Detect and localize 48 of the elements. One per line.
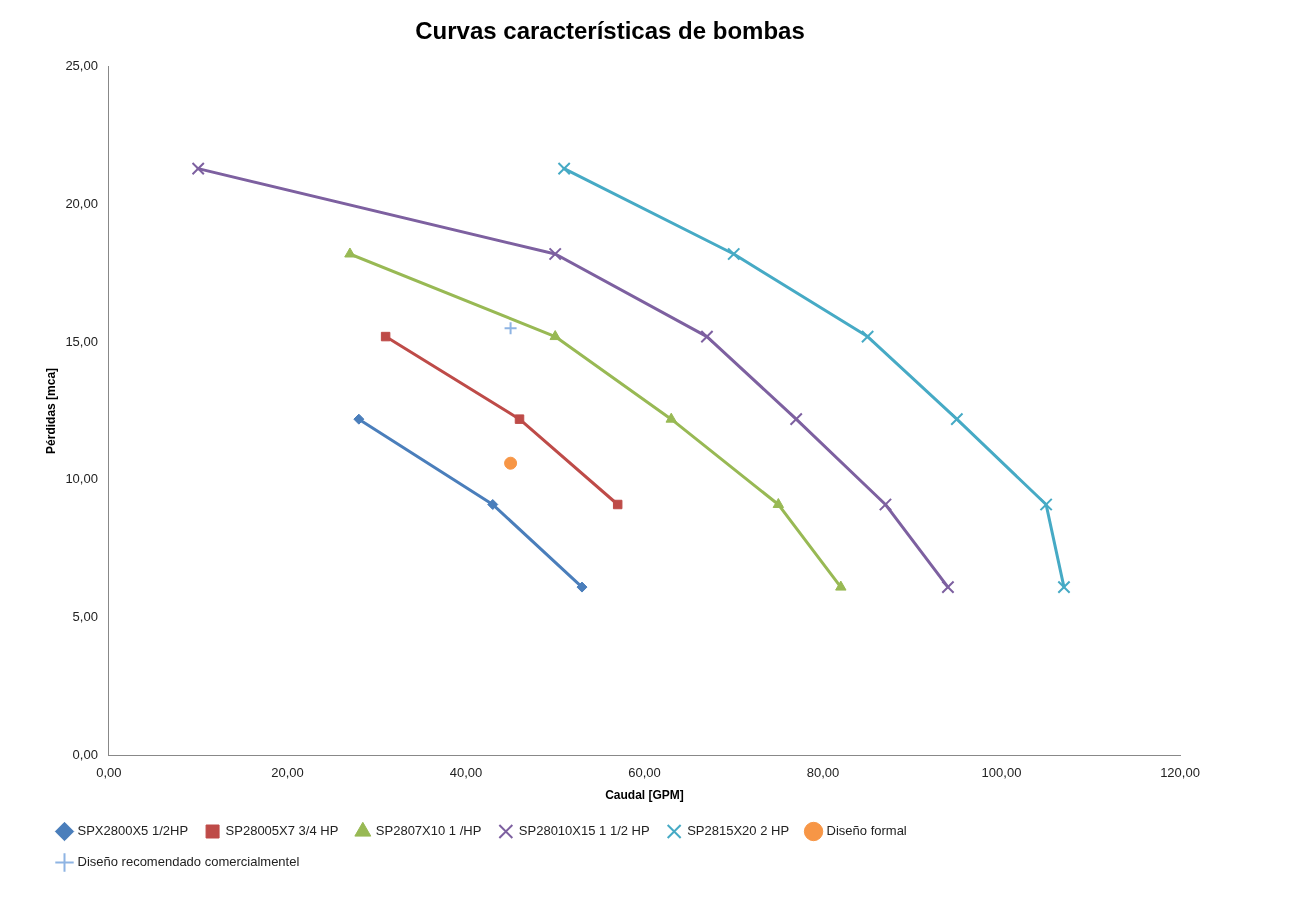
point [727,247,741,261]
legend-label: SP2815X20 2 HP [687,823,790,839]
point [772,498,785,508]
x-tick-label: 100,00 [981,765,1022,781]
point [878,497,893,512]
chart-title: Curvas características de bombas [415,17,805,45]
point [576,581,588,593]
point [344,247,356,258]
legend-label: SP28005X7 3/4 HP [225,823,339,839]
point [860,329,875,344]
point [941,580,955,594]
point [1039,497,1053,512]
point [789,412,803,426]
x-tick-label: 20,00 [271,765,304,781]
point [700,329,714,344]
x-tick-label: 40,00 [449,765,483,781]
y-tick-label: 5,00 [72,608,98,624]
y-tick-label: 15,00 [65,333,98,349]
point [612,499,623,510]
point [514,414,525,424]
point [549,330,561,341]
point [1057,580,1071,594]
point [665,412,677,423]
x-tick-label: 80,00 [806,765,840,781]
point [557,162,571,176]
legend-label: SP2807X10 1 /HP [375,823,482,839]
point [504,456,518,470]
y-tick-label: 10,00 [65,471,98,487]
point [380,331,391,342]
y-tick-label: 0,00 [72,746,98,762]
x-tick-label: 60,00 [628,765,661,781]
point [835,580,847,591]
y-axis-title: Pérdidas [mca] [43,367,58,454]
point [487,499,499,510]
legend-label: SP28010X15 1 1/2 HP [518,823,650,839]
point [548,247,562,261]
point [503,321,518,336]
point [353,413,365,425]
y-tick-label: 20,00 [65,196,98,212]
x-axis-title: Caudal [GPM] [605,788,684,803]
point [950,412,964,426]
x-tick-label: 120,00 [1160,765,1200,781]
y-tick-label: 25,00 [65,58,98,74]
legend-label: Diseño formal [826,823,907,839]
x-tick-label: 0,00 [96,765,122,781]
point [191,162,205,176]
legend-label: SPX2800X5 1/2HP [77,823,189,839]
legend-label: Diseño recomendado comercialmentel [77,854,300,870]
